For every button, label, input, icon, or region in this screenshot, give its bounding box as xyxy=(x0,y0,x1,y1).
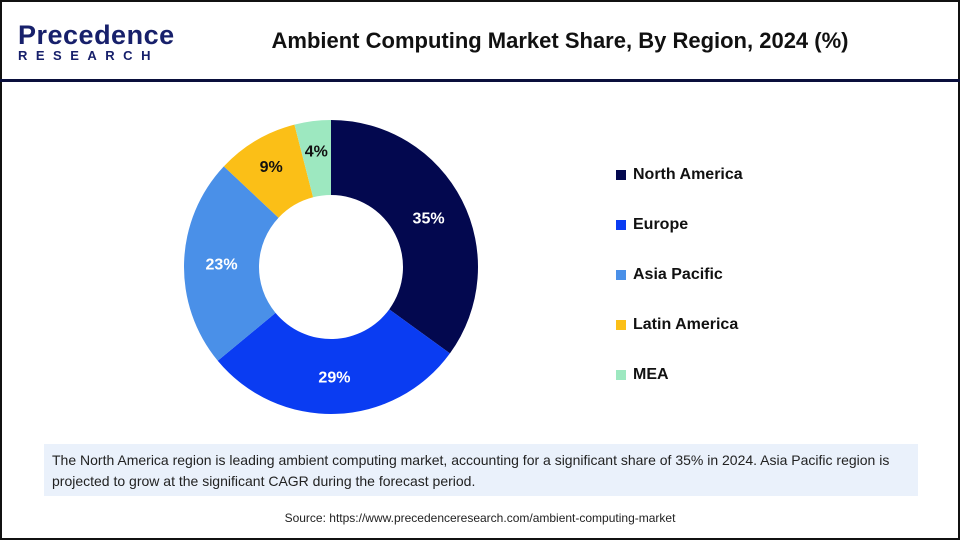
data-label: 29% xyxy=(318,369,350,386)
logo-sub: RESEARCH xyxy=(18,48,159,63)
legend-item: Latin America xyxy=(616,300,743,350)
logo-main: Precedence xyxy=(18,20,175,50)
legend-swatch xyxy=(616,170,626,180)
slice-mea xyxy=(294,120,331,198)
legend-item: North America xyxy=(616,150,743,200)
legend-label: Latin America xyxy=(633,316,739,333)
legend-label: Europe xyxy=(633,216,689,233)
slice-europe xyxy=(217,309,450,414)
slice-north-america xyxy=(331,120,478,354)
data-label: 35% xyxy=(413,210,445,227)
summary-note: The North America region is leading ambi… xyxy=(44,444,918,496)
data-label: 9% xyxy=(260,159,283,176)
data-label: 23% xyxy=(206,257,238,274)
legend-swatch xyxy=(616,320,626,330)
source-text: Source: https://www.precedenceresearch.c… xyxy=(284,511,676,525)
legend-swatch xyxy=(616,220,626,230)
slice-latin-america xyxy=(223,124,314,218)
legend-item: Asia Pacific xyxy=(616,250,743,300)
legend-item: MEA xyxy=(616,350,743,400)
legend-swatch xyxy=(616,270,626,280)
logo: Precedence RESEARCH xyxy=(18,20,175,63)
data-label: 4% xyxy=(305,143,328,160)
legend-swatch xyxy=(616,370,626,380)
chart-title: Ambient Computing Market Share, By Regio… xyxy=(271,28,849,53)
legend: North America Europe Asia Pacific Latin Ame… xyxy=(616,150,743,400)
slice-asia-pacific xyxy=(184,166,279,361)
legend-item: Europe xyxy=(616,200,743,250)
legend-label: Asia Pacific xyxy=(633,266,723,283)
header-divider xyxy=(0,79,960,82)
legend-label: MEA xyxy=(633,366,669,383)
legend-label: North America xyxy=(633,166,743,183)
